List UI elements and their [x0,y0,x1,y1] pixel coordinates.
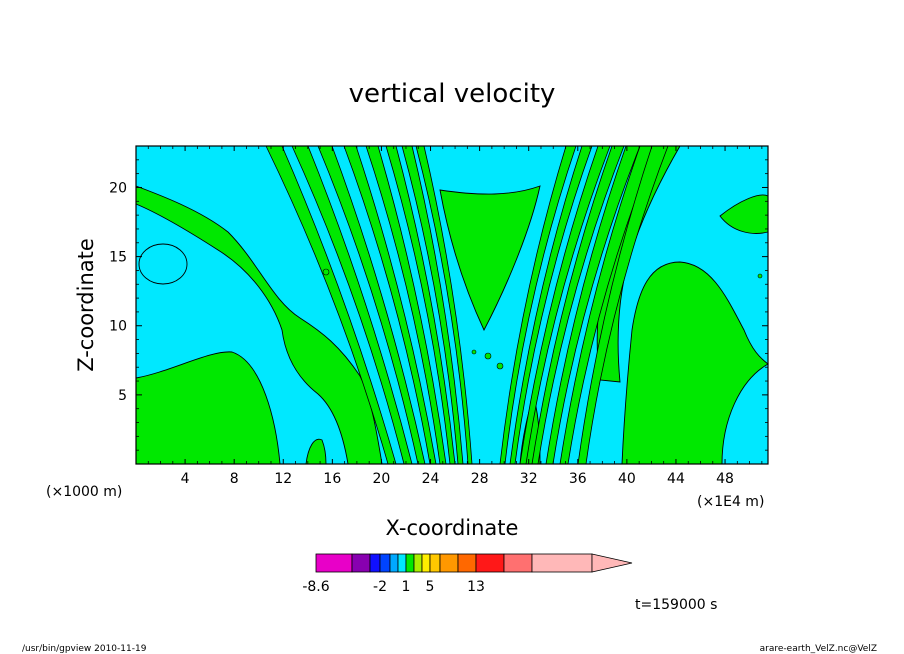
colorbar-segment [531,553,593,573]
colorbar-label: -8.6 [302,579,329,595]
colorbar-segment [475,553,505,573]
x-unit-left: (×1000 m) [46,484,122,500]
footer-left: /usr/bin/gpview 2010-11-19 [22,644,147,654]
colorbar-segment [397,553,407,573]
positive-region [305,438,327,465]
colorbar-segment [351,553,371,573]
x-tick-label: 4 [181,471,190,487]
x-tick-label: 28 [471,471,489,487]
plot-frame [135,145,769,465]
x-tick-label: 16 [323,471,341,487]
x-tick-label: 40 [618,471,636,487]
y-tick-label: 10 [109,319,127,335]
x-tick-label: 8 [230,471,239,487]
small-cell [322,268,330,276]
colorbar-segment [379,553,391,573]
small-cell [471,349,477,355]
colorbar-arrow [591,553,633,573]
colorbar-segment [503,553,533,573]
x-tick-label: 44 [667,471,685,487]
x-tick-label: 48 [716,471,734,487]
colorbar [315,553,633,573]
chart-title: vertical velocity [349,79,556,109]
time-label: t=159000 s [635,597,717,613]
x-tick-label: 20 [373,471,391,487]
colorbar-segment [405,553,415,573]
y-tick-label: 5 [118,388,127,404]
positive-region [621,261,769,465]
x-axis-label: X-coordinate [386,516,519,540]
x-tick-label: 36 [569,471,587,487]
colorbar-segment [439,553,459,573]
x-tick-label: 24 [422,471,440,487]
small-cell [496,362,504,370]
x-axis-ticks: 4 8 12 16 20 24 28 32 36 40 44 48 [147,146,763,487]
y-tick-label: 20 [109,180,127,196]
colorbar-segment [315,553,353,573]
positive-region [135,351,281,465]
negative-cell [138,243,188,285]
colorbar-label: 1 [402,579,411,595]
footer-right: arare-earth_VelZ.nc@VelZ [760,644,877,654]
y-axis-label: Z-coordinate [74,238,98,372]
y-tick-label: 15 [109,250,127,266]
colorbar-label: 13 [467,579,485,595]
x-tick-label: 12 [274,471,292,487]
colorbar-segment [421,553,431,573]
positive-region [439,185,541,332]
x-unit-right: (×1E4 m) [697,494,764,510]
colorbar-segment [389,553,399,573]
colorbar-segment [413,553,423,573]
colorbar-labels: -8.6 -2 1 5 13 [302,579,485,595]
velocity-field [135,145,769,465]
small-cell [757,273,763,279]
small-cell [484,352,492,360]
colorbar-segment [429,553,441,573]
x-tick-label: 32 [520,471,538,487]
colorbar-segment [369,553,381,573]
colorbar-label: -2 [373,579,387,595]
colorbar-segment [457,553,477,573]
colorbar-label: 5 [426,579,435,595]
y-axis-ticks: 5 10 15 20 [109,159,768,451]
